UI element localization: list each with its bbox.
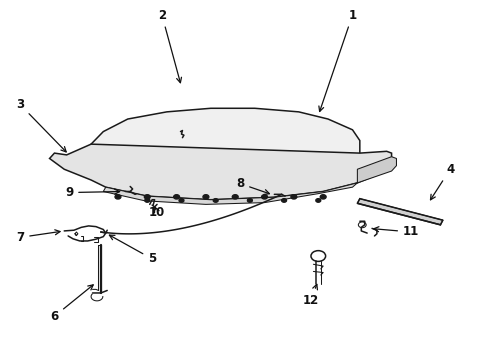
Text: 4: 4 [431, 163, 454, 200]
Circle shape [282, 199, 287, 202]
Circle shape [291, 195, 297, 199]
Text: 5: 5 [109, 235, 156, 265]
Circle shape [203, 195, 209, 199]
Polygon shape [357, 157, 396, 183]
Circle shape [316, 199, 321, 202]
Text: 12: 12 [303, 284, 319, 307]
Text: 7: 7 [16, 230, 60, 244]
Circle shape [179, 199, 184, 202]
Text: 8: 8 [236, 177, 270, 194]
Circle shape [213, 199, 218, 202]
Text: 6: 6 [50, 285, 93, 323]
Polygon shape [357, 199, 443, 225]
Circle shape [115, 195, 121, 199]
Circle shape [262, 195, 268, 199]
Polygon shape [103, 183, 357, 204]
Polygon shape [91, 108, 360, 178]
Circle shape [173, 195, 179, 199]
Circle shape [320, 195, 326, 199]
Text: 2: 2 [158, 9, 181, 83]
Polygon shape [49, 144, 392, 200]
Text: 10: 10 [149, 206, 165, 219]
Text: 11: 11 [374, 225, 419, 238]
Text: 3: 3 [16, 98, 66, 152]
Circle shape [247, 199, 252, 202]
Circle shape [145, 199, 150, 202]
Circle shape [145, 195, 150, 199]
Circle shape [232, 195, 238, 199]
Text: 1: 1 [319, 9, 357, 112]
Text: 9: 9 [65, 186, 120, 199]
